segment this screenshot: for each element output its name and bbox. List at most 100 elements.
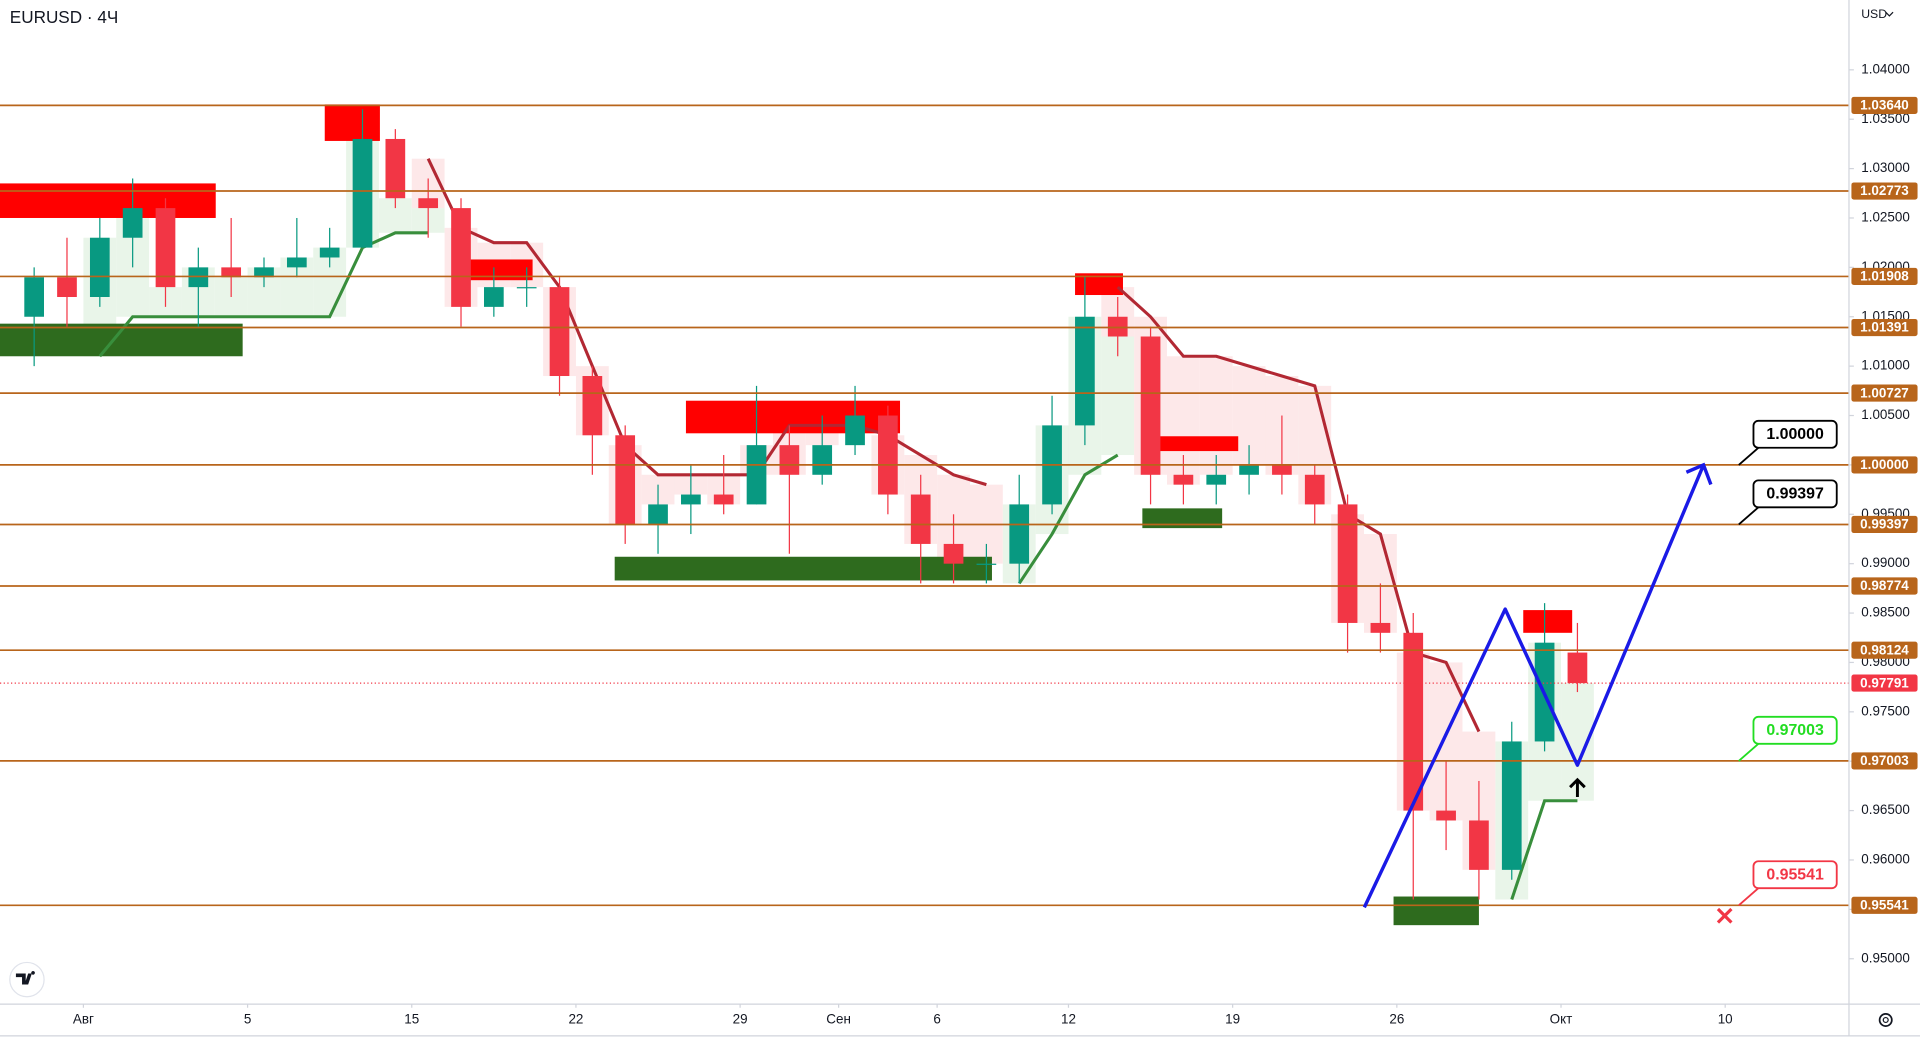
y-tick-label: 0.98500: [1861, 605, 1910, 620]
candle-body: [155, 208, 176, 288]
zone: [1075, 273, 1123, 296]
zone: [324, 104, 380, 141]
candle-body: [1239, 464, 1259, 475]
candle-body: [1403, 632, 1424, 811]
callout-leader: [1738, 887, 1759, 907]
level-label-box: [1851, 456, 1918, 474]
x-tick-label: 22: [568, 1012, 583, 1027]
candle-body: [1370, 622, 1391, 633]
x-tick-label: 26: [1389, 1012, 1404, 1027]
x-tick-label: 5: [244, 1012, 251, 1027]
zone: [0, 183, 216, 218]
candle-body: [319, 247, 340, 258]
level-label-box: [1851, 267, 1918, 286]
level-label-box: [1851, 641, 1918, 659]
callout-label: 0.99397: [1766, 486, 1824, 503]
candle-body: [1075, 316, 1095, 426]
y-tick-label: 1.00500: [1861, 407, 1910, 422]
candle-body: [943, 543, 964, 564]
x-tick-label: 10: [1718, 1012, 1733, 1027]
candle-body: [483, 287, 504, 307]
level-label: 0.98124: [1860, 642, 1909, 657]
y-tick-label: 1.01000: [1861, 358, 1910, 373]
candle-body: [615, 435, 636, 525]
candle-body: [24, 277, 44, 317]
y-tick-label: 0.96500: [1861, 802, 1910, 817]
currency-chevron[interactable]: [1885, 11, 1894, 17]
callout-box: [1752, 479, 1838, 509]
callout-label: 0.97003: [1766, 722, 1824, 739]
candle-body: [451, 208, 471, 307]
level-label-box: [1851, 384, 1918, 402]
x-tick-label: Сен: [826, 1012, 851, 1027]
candle-body: [57, 277, 77, 297]
candle-body: [1009, 504, 1030, 564]
zone: [1142, 508, 1223, 529]
candle-body: [1567, 652, 1588, 684]
candle-body: [352, 138, 373, 248]
candle-body: [1206, 474, 1227, 485]
candle-body: [254, 267, 274, 278]
currency-label[interactable]: USD: [1861, 7, 1887, 21]
level-label-box: [1851, 96, 1918, 114]
candle-body: [845, 415, 865, 446]
callout-box: [1752, 419, 1838, 449]
zone: [1523, 610, 1573, 633]
level-label: 0.95541: [1860, 897, 1909, 912]
callout-box: [1752, 860, 1838, 890]
projection-line: [1362, 464, 1706, 909]
level-label: 0.99397: [1860, 517, 1909, 532]
level-label-box: [1851, 515, 1918, 534]
zone: [461, 259, 533, 281]
candle-body: [286, 257, 307, 268]
candle-body: [681, 494, 701, 505]
chart-title: EURUSD · 4Ч: [10, 7, 118, 27]
stop-cross: [1716, 907, 1733, 924]
last-price-box: [1851, 674, 1918, 692]
plot-area: 1.00000 0.99397 0.97003 0.95541: [0, 104, 1849, 926]
callout-label: 1.00000: [1766, 426, 1824, 443]
level-label: 1.01908: [1860, 269, 1909, 284]
x-tick-label: 6: [933, 1012, 940, 1027]
y-tick-label: 0.99000: [1861, 555, 1910, 570]
up-arrow: [1569, 777, 1586, 797]
candle-body: [1337, 504, 1358, 623]
callout-box: [1752, 715, 1838, 745]
zone: [1144, 436, 1239, 452]
callout-label: 0.95541: [1766, 867, 1824, 884]
last-price-label: 0.97791: [1860, 675, 1909, 690]
x-tick-label: 19: [1225, 1012, 1240, 1027]
candle-body: [221, 267, 242, 278]
candle-body: [878, 415, 898, 495]
x-tick-label: 15: [404, 1012, 419, 1027]
projection-arrowhead: [1685, 462, 1713, 486]
candle-body: [1140, 336, 1161, 475]
candle-body: [1272, 464, 1292, 475]
candle-body: [516, 287, 537, 289]
x-tick-label: Авг: [73, 1012, 94, 1027]
callout-leader: [1738, 743, 1759, 762]
callout-leader: [1738, 506, 1759, 526]
candle-body: [976, 563, 997, 565]
candle-body: [385, 138, 406, 199]
y-tick-label: 0.95000: [1861, 950, 1910, 965]
level-label-box: [1851, 577, 1918, 595]
level-label: 1.02773: [1860, 183, 1909, 198]
x-tick-label: 12: [1061, 1012, 1076, 1027]
zone: [1393, 896, 1479, 926]
candle-body: [746, 445, 767, 505]
y-tick-label: 0.97500: [1861, 703, 1910, 718]
candle-body: [418, 198, 439, 209]
candle-body: [89, 237, 110, 297]
level-label-box: [1851, 182, 1918, 200]
settings-icon[interactable]: [1878, 1013, 1893, 1027]
level-label: 1.00727: [1860, 385, 1909, 400]
candle-body: [582, 376, 603, 436]
level-label: 1.00000: [1860, 457, 1909, 472]
candle-body: [648, 504, 668, 525]
candle-body: [1304, 474, 1325, 505]
level-label: 1.01391: [1860, 320, 1909, 335]
level-label-box: [1851, 896, 1918, 914]
candle-body: [812, 445, 833, 475]
